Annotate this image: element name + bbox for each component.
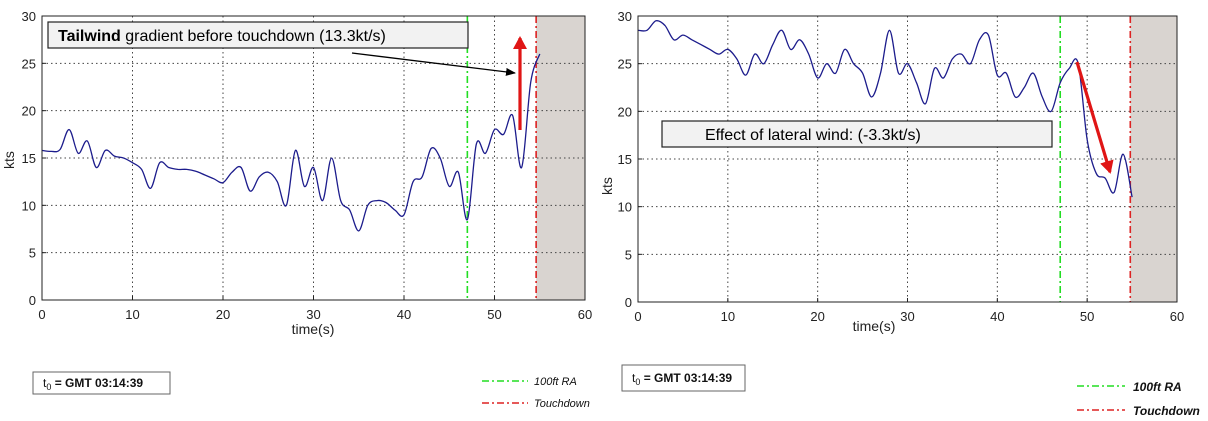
x-tick-label: 0	[634, 309, 641, 324]
chart-1: 0 10 20 30 40 50 60051015202530time(s)ktsTailw…	[1, 9, 592, 410]
y-tick-label: 30	[22, 9, 36, 24]
y-tick-label: 5	[625, 247, 632, 262]
y-tick-label: 15	[618, 152, 632, 167]
y-tick-label: 0	[29, 293, 36, 308]
y-tick-label: 20	[618, 104, 632, 119]
x-tick-label: 40	[990, 309, 1004, 324]
time-ref-text: t0 = GMT 03:14:39	[632, 371, 732, 387]
x-tick-label: 60	[578, 307, 592, 322]
y-tick-label: 25	[22, 56, 36, 71]
annotation-box	[661, 120, 1053, 148]
annotation-text: Effect of lateral wind: (-3.3kt/s)	[705, 127, 921, 144]
legend-label: 100ft RA	[534, 376, 577, 388]
x-tick-label: 10	[125, 307, 139, 322]
y-tick-label: 0	[625, 295, 632, 310]
x-axis-label: time(s)	[292, 321, 335, 337]
annotation-bold: Tailwind	[58, 28, 121, 45]
x-tick-label: 30	[900, 309, 914, 324]
x-tick-label: 0	[38, 307, 45, 322]
x-tick-label: 60	[1170, 309, 1184, 324]
annotation-rest: gradient before touchdown (13.3kt/s)	[121, 28, 386, 45]
y-tick-label: 15	[22, 151, 36, 166]
annotation-box	[47, 21, 469, 49]
series-line	[637, 19, 1133, 198]
annotation-pointer-arrow	[351, 52, 516, 76]
y-tick-label: 25	[618, 57, 632, 72]
time-ref-box	[32, 371, 171, 395]
x-tick-label: 30	[306, 307, 320, 322]
x-tick-label: 50	[1080, 309, 1094, 324]
y-tick-label: 20	[22, 104, 36, 119]
y-tick-label: 10	[618, 200, 632, 215]
chart-2: 0 10 20 30 40 50 60 0 5 10 15 20 25 30 time(s) kts Effec…	[599, 9, 1200, 418]
legend-label: 100ft RA	[1133, 380, 1182, 394]
y-axis-label: kts	[1, 151, 17, 169]
y-axis-label: kts	[599, 177, 615, 195]
x-axis-label: time(s)	[853, 318, 896, 334]
annotation-text: Tailwind gradient before touchdown (13.3…	[58, 28, 386, 45]
x-tick-label: 40	[397, 307, 411, 322]
time-ref-box	[621, 364, 746, 392]
x-tick-label: 10	[721, 309, 735, 324]
x-tick-label: 50	[487, 307, 501, 322]
legend-label: Touchdown	[534, 398, 590, 410]
legend-label: Touchdown	[1133, 404, 1200, 418]
time-ref-text: t0 = GMT 03:14:39	[43, 376, 143, 392]
y-tick-label: 5	[29, 246, 36, 261]
x-tick-label: 20	[216, 307, 230, 322]
annotation-rest: Effect of lateral wind: (-3.3kt/s)	[705, 127, 921, 144]
series-line	[41, 53, 541, 232]
y-tick-label: 10	[22, 198, 36, 213]
gradient-arrow	[1075, 61, 1114, 174]
x-tick-label: 20	[810, 309, 824, 324]
y-tick-label: 30	[618, 9, 632, 24]
